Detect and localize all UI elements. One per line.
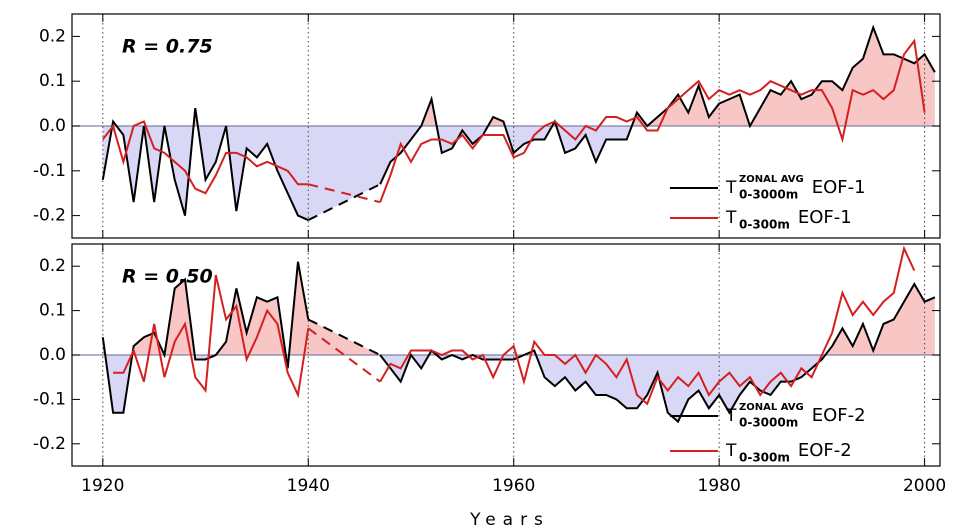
legend-symbol: T bbox=[725, 208, 737, 228]
series-line bbox=[113, 274, 310, 399]
legend-sub: 0-3000m bbox=[739, 188, 798, 202]
plot-frame bbox=[71, 13, 941, 239]
series-line bbox=[379, 38, 926, 203]
y-tick-label: -0.2 bbox=[33, 434, 66, 454]
y-tick-label: 0.2 bbox=[39, 26, 66, 46]
legend-symbol: T bbox=[725, 406, 737, 426]
legend-sub: 0-300m bbox=[739, 451, 790, 465]
series-line bbox=[379, 281, 936, 424]
y-tick-label: 0.0 bbox=[39, 345, 66, 365]
gap-line bbox=[307, 183, 381, 221]
series-line bbox=[101, 261, 310, 414]
legend-sub: 0-300m bbox=[739, 218, 790, 232]
legend-symbol: T bbox=[725, 178, 737, 198]
x-tick-label: 1960 bbox=[492, 476, 535, 496]
x-axis-label: Years bbox=[469, 510, 550, 530]
y-tick-label: 0.1 bbox=[39, 301, 66, 321]
x-tick-label: 1940 bbox=[287, 476, 330, 496]
series-line bbox=[101, 107, 309, 221]
gap-line bbox=[308, 183, 381, 204]
legend-label: EOF-2 bbox=[798, 440, 852, 461]
shade-below bbox=[102, 355, 935, 422]
x-tick-label: 1920 bbox=[81, 476, 124, 496]
legend-label: EOF-1 bbox=[812, 177, 866, 198]
y-tick-label: 0.2 bbox=[39, 256, 66, 276]
gap-line bbox=[307, 327, 381, 383]
legend-symbol: T bbox=[725, 441, 737, 461]
series-line bbox=[379, 24, 936, 185]
annotation: R = 0.75 bbox=[122, 36, 213, 58]
y-tick-label: -0.1 bbox=[33, 389, 66, 409]
legend-label: EOF-2 bbox=[812, 405, 866, 426]
legend-label: EOF-1 bbox=[798, 207, 852, 228]
series-line bbox=[102, 120, 309, 195]
y-tick-label: -0.2 bbox=[33, 206, 66, 226]
legend-sup: ZONAL AVG bbox=[739, 402, 804, 413]
legend-sup: ZONAL AVG bbox=[739, 174, 804, 185]
plot-frame bbox=[71, 243, 941, 467]
annotation: R = 0.50 bbox=[122, 266, 213, 288]
y-tick-label: -0.1 bbox=[33, 161, 66, 181]
gap-line bbox=[307, 318, 381, 356]
shade-above bbox=[102, 27, 935, 126]
series-line bbox=[379, 245, 916, 406]
legend-sub: 0-3000m bbox=[739, 416, 798, 430]
y-tick-label: 0.1 bbox=[39, 71, 66, 91]
x-tick-label: 2000 bbox=[903, 476, 946, 496]
x-tick-label: 1980 bbox=[698, 476, 741, 496]
shade-above bbox=[102, 261, 935, 355]
y-tick-label: 0.0 bbox=[39, 116, 66, 136]
shade-below bbox=[102, 126, 935, 221]
